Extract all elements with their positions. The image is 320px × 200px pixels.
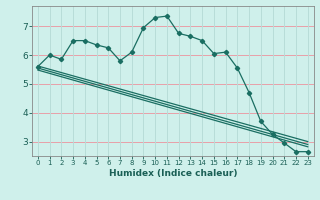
X-axis label: Humidex (Indice chaleur): Humidex (Indice chaleur) [108,169,237,178]
